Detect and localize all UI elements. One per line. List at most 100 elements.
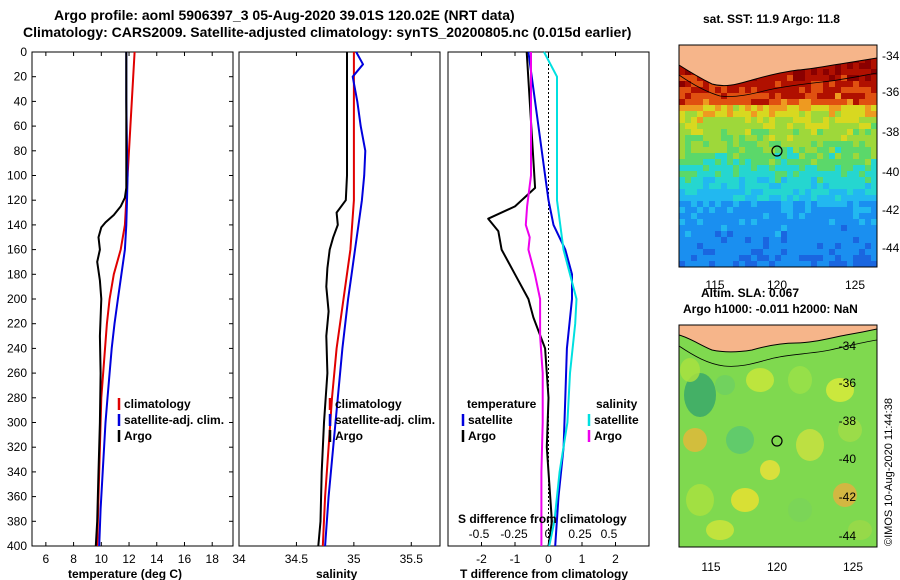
sst-cell — [799, 261, 805, 267]
sst-cell — [847, 105, 853, 111]
sst-cell — [805, 261, 811, 267]
sla-coastline — [679, 328, 877, 353]
sst-cell — [799, 99, 805, 105]
sst-cell — [775, 87, 781, 93]
sst-cell — [685, 93, 691, 99]
sst-cell — [835, 231, 841, 237]
sst-cell — [751, 87, 757, 93]
sst-cell — [763, 129, 769, 135]
sst-cell — [727, 141, 733, 147]
sst-cell — [769, 201, 775, 207]
sst-cell — [769, 141, 775, 147]
sst-cell — [709, 117, 715, 123]
sst-cell — [763, 159, 769, 165]
sst-cell — [703, 159, 709, 165]
sst-cell — [745, 207, 751, 213]
sst-cell — [745, 141, 751, 147]
sst-cell — [823, 117, 829, 123]
sst-cell — [781, 129, 787, 135]
sst-cell — [733, 207, 739, 213]
sst-cell — [763, 201, 769, 207]
sst-cell — [847, 123, 853, 129]
sst-cell — [727, 177, 733, 183]
sst-cell — [727, 201, 733, 207]
sst-cell — [859, 63, 865, 69]
sst-cell — [691, 243, 697, 249]
legend-label-climatology: climatology — [124, 397, 191, 411]
sst-cell — [709, 159, 715, 165]
sst-cell — [847, 159, 853, 165]
sst-cell — [721, 147, 727, 153]
sst-cell — [823, 147, 829, 153]
sst-cell — [757, 237, 763, 243]
sst-cell — [817, 207, 823, 213]
sst-cell — [775, 147, 781, 153]
sst-cell — [745, 213, 751, 219]
sst-cell — [829, 135, 835, 141]
sst-cell — [853, 123, 859, 129]
sst-cell — [871, 81, 877, 87]
sst-cell — [703, 93, 709, 99]
sst-cell — [781, 93, 787, 99]
sst-cell — [721, 243, 727, 249]
sst-cell — [685, 261, 691, 267]
sst-cell — [853, 147, 859, 153]
sst-cell — [757, 189, 763, 195]
sst-cell — [757, 87, 763, 93]
sst-cell — [691, 93, 697, 99]
sst-cell — [787, 159, 793, 165]
sst-cell — [757, 111, 763, 117]
sst-cell — [859, 189, 865, 195]
sst-cell — [739, 213, 745, 219]
sst-cell — [799, 231, 805, 237]
sst-cell — [781, 183, 787, 189]
salinity-x-label: salinity — [316, 567, 358, 580]
sst-cell — [799, 219, 805, 225]
sst-cell — [715, 99, 721, 105]
sst-cell — [739, 207, 745, 213]
sst-cell — [745, 219, 751, 225]
sst-cell — [745, 165, 751, 171]
sst-cell — [865, 165, 871, 171]
sst-cell — [835, 195, 841, 201]
sst-cell — [811, 123, 817, 129]
sst-cell — [847, 261, 853, 267]
sst-cell — [733, 249, 739, 255]
sst-cell — [805, 135, 811, 141]
sst-cell — [733, 237, 739, 243]
sst-cell — [787, 201, 793, 207]
x-tick-label: 12 — [122, 552, 136, 566]
sst-cell — [679, 99, 685, 105]
sst-cell — [853, 225, 859, 231]
sst-cell — [691, 87, 697, 93]
sst-cell — [865, 171, 871, 177]
sst-cell — [763, 165, 769, 171]
sst-cell — [775, 183, 781, 189]
sst-cell — [763, 99, 769, 105]
sst-cell — [805, 213, 811, 219]
depth-tick-label: 80 — [14, 144, 28, 158]
sst-cell — [793, 123, 799, 129]
sst-cell — [703, 243, 709, 249]
sst-cell — [823, 171, 829, 177]
sst-cell — [817, 141, 823, 147]
sst-cell — [853, 165, 859, 171]
sst-cell — [745, 135, 751, 141]
sst-cell — [817, 177, 823, 183]
sst-cell — [853, 117, 859, 123]
sst-cell — [871, 129, 877, 135]
s-difference-label: S difference from climatology — [458, 512, 627, 526]
sst-cell — [811, 213, 817, 219]
sst-cell — [679, 213, 685, 219]
sst-cell — [697, 207, 703, 213]
x-tick-label: -2 — [476, 552, 487, 566]
sst-cell — [793, 237, 799, 243]
sst-lon-tick: 115 — [705, 278, 724, 292]
sst-cell — [733, 171, 739, 177]
sst-cell — [703, 171, 709, 177]
sst-cell — [751, 159, 757, 165]
sst-cell — [685, 117, 691, 123]
sst-cell — [703, 141, 709, 147]
sst-cell — [823, 87, 829, 93]
sst-cell — [805, 225, 811, 231]
